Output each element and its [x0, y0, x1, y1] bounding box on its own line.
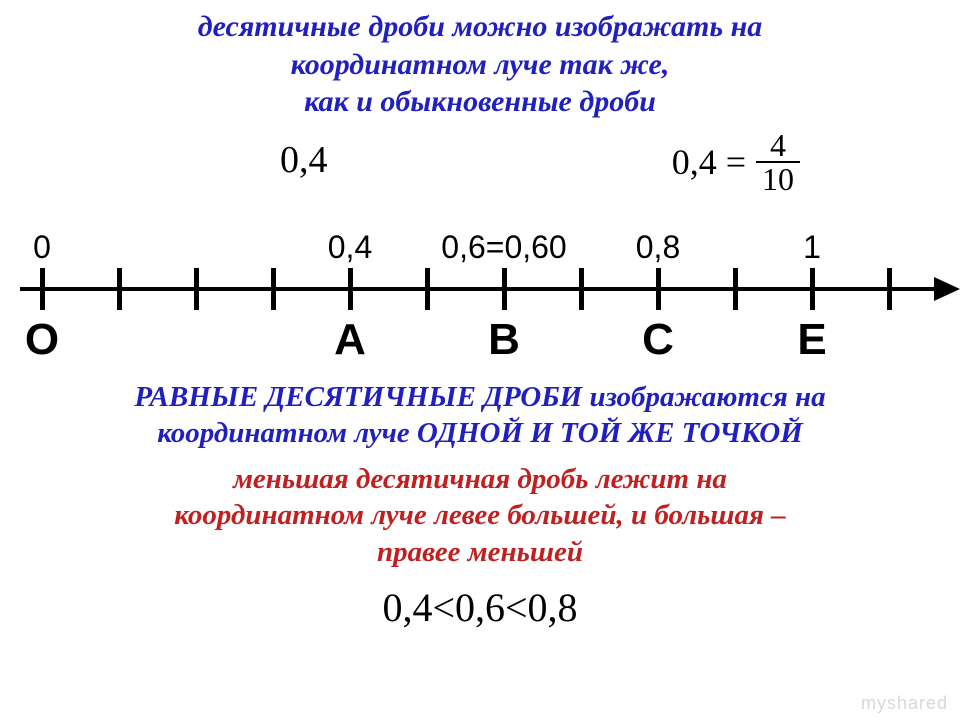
- number-line-point-label: О: [25, 315, 59, 365]
- watermark: myshared: [861, 693, 948, 714]
- number-line-tick: [194, 268, 199, 310]
- example-row: 0,4 0,4 = 4 10: [0, 127, 960, 207]
- fraction-denominator: 10: [756, 163, 800, 195]
- number-line-top-label: 1: [803, 229, 821, 266]
- number-line-tick: [656, 268, 661, 310]
- number-line-top-label: 0,4: [328, 229, 372, 266]
- number-line-point-label: В: [488, 315, 520, 365]
- number-line-tick: [810, 268, 815, 310]
- decimal-example: 0,4: [280, 138, 328, 182]
- number-line-tick: [579, 268, 584, 310]
- number-line-top-label: 0,6=0,60: [441, 229, 566, 266]
- equal-decimals-caption: РАВНЫЕ ДЕСЯТИЧНЫЕ ДРОБИ изображаются на …: [0, 371, 960, 452]
- number-line-tick: [887, 268, 892, 310]
- ordering-caption: меньшая десятичная дробь лежит на коорди…: [0, 461, 960, 570]
- number-line-tick: [117, 268, 122, 310]
- decimal-to-fraction-equation: 0,4 = 4 10: [672, 122, 800, 202]
- number-line-tick: [733, 268, 738, 310]
- caption-line: меньшая десятичная дробь лежит на: [233, 463, 727, 495]
- inequality: 0,4<0,6<0,8: [0, 584, 960, 631]
- number-line-top-label: 0: [33, 229, 51, 266]
- number-line-tick: [502, 268, 507, 310]
- heading: десятичные дроби можно изображать на коо…: [0, 0, 960, 121]
- caption-line: координатном луче ОДНОЙ И ТОЙ ЖЕ ТОЧКОЙ: [157, 417, 803, 449]
- caption-line: РАВНЫЕ ДЕСЯТИЧНЫЕ ДРОБИ изображаются на: [134, 381, 825, 413]
- number-line-tick: [40, 268, 45, 310]
- number-line-tick: [425, 268, 430, 310]
- equation-left: 0,4 =: [672, 141, 746, 183]
- number-line-arrowhead: [934, 277, 960, 301]
- number-line-top-label: 0,8: [636, 229, 680, 266]
- number-line-point-label: А: [334, 315, 366, 365]
- number-line-point-label: С: [642, 315, 674, 365]
- number-line-tick: [348, 268, 353, 310]
- fraction-numerator: 4: [764, 129, 792, 161]
- heading-line: десятичные дроби можно изображать на: [198, 10, 763, 43]
- number-line-point-label: Е: [797, 315, 826, 365]
- caption-line: координатном луче левее большей, и больш…: [174, 499, 785, 531]
- fraction: 4 10: [756, 129, 800, 195]
- heading-line: как и обыкновенные дроби: [304, 85, 656, 118]
- number-line-tick: [271, 268, 276, 310]
- caption-line: правее меньшей: [377, 536, 583, 568]
- heading-line: координатном луче так же,: [291, 48, 670, 81]
- number-line: 0 0,4 0,6=0,60 0,8 1 О А В С Е: [0, 207, 960, 377]
